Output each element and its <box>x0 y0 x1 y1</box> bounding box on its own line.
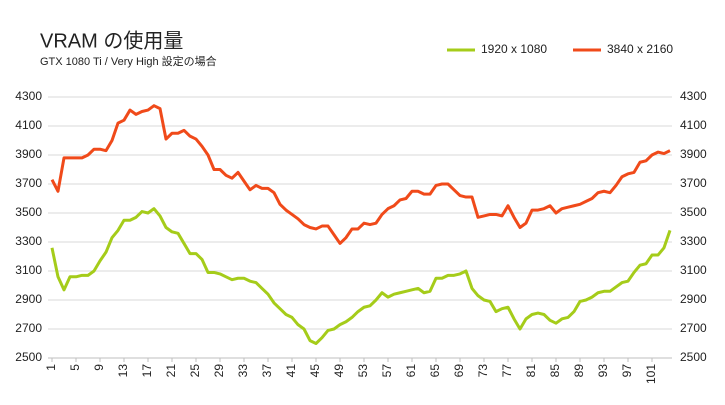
x-tick-label: 33 <box>236 364 250 378</box>
y2-tick-label: 3100 <box>680 263 707 277</box>
x-tick-label: 41 <box>284 364 298 378</box>
y2-tick-label: 4100 <box>680 118 707 132</box>
y-tick-label: 4300 <box>15 89 42 103</box>
x-tick-label: 25 <box>188 364 202 378</box>
x-tick-label: 9 <box>92 364 106 371</box>
chart-subtitle: GTX 1080 Ti / Very High 設定の場合 <box>40 54 217 68</box>
y2-tick-label: 3500 <box>680 205 707 219</box>
x-tick-label: 37 <box>260 364 274 378</box>
x-tick-label: 29 <box>212 364 226 378</box>
x-tick-label: 85 <box>548 364 562 378</box>
legend-label: 3840 x 2160 <box>607 42 673 56</box>
x-tick-label: 13 <box>116 364 130 378</box>
x-tick-label: 101 <box>644 364 658 384</box>
y2-tick-label: 3300 <box>680 234 707 248</box>
legend-label: 1920 x 1080 <box>481 42 547 56</box>
y-tick-label: 2500 <box>15 350 42 364</box>
y2-tick-label: 3700 <box>680 176 707 190</box>
y2-tick-label: 2700 <box>680 321 707 335</box>
y2-tick-label: 2500 <box>680 350 707 364</box>
series-line <box>50 207 672 345</box>
x-tick-label: 53 <box>356 364 370 378</box>
y2-tick-label: 3900 <box>680 147 707 161</box>
y-tick-label: 3100 <box>15 263 42 277</box>
y-tick-label: 3500 <box>15 205 42 219</box>
x-tick-label: 57 <box>380 364 394 378</box>
x-tick-label: 97 <box>620 364 634 378</box>
x-tick-label: 5 <box>68 364 82 371</box>
y-tick-label: 3700 <box>15 176 42 190</box>
y-tick-label: 2900 <box>15 292 42 306</box>
x-tick-label: 65 <box>428 364 442 378</box>
series-line <box>50 104 671 245</box>
x-tick-label: 93 <box>596 364 610 378</box>
x-tick-label: 21 <box>164 364 178 378</box>
y-tick-label: 3900 <box>15 147 42 161</box>
y-tick-label: 4100 <box>15 118 42 132</box>
y2-tick-label: 4300 <box>680 89 707 103</box>
x-tick-label: 81 <box>524 364 538 378</box>
y-tick-label: 2700 <box>15 321 42 335</box>
x-tick-label: 89 <box>572 364 586 378</box>
x-tick-label: 61 <box>404 364 418 378</box>
x-tick-label: 1 <box>44 364 58 371</box>
x-tick-label: 77 <box>500 364 514 378</box>
y2-tick-label: 2900 <box>680 292 707 306</box>
x-tick-label: 73 <box>476 364 490 378</box>
chart-title: VRAM の使用量 <box>40 29 183 52</box>
x-tick-label: 17 <box>140 364 154 378</box>
x-tick-label: 49 <box>332 364 346 378</box>
x-tick-label: 69 <box>452 364 466 378</box>
y-tick-label: 3300 <box>15 234 42 248</box>
x-tick-label: 45 <box>308 364 322 378</box>
